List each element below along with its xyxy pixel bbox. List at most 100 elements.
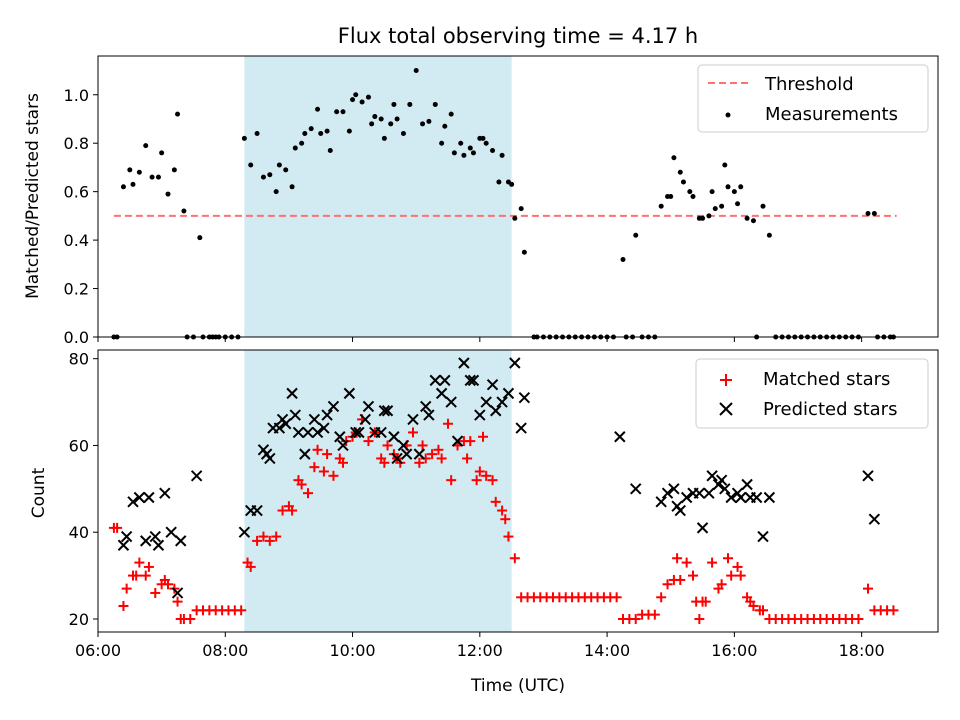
matched-star-marker [474,466,485,477]
predicted-star-marker [165,526,177,538]
highlight-span [244,56,512,337]
matched-star-marker [143,561,154,572]
predicted-star-marker [381,405,394,417]
matched-star-marker [322,449,333,460]
matched-star-marker [630,613,641,624]
measurement-point [155,174,161,180]
matched-star-marker [245,561,256,572]
chart-title: Flux total observing time = 4.17 h [338,24,698,48]
predicted-star-marker [286,387,298,400]
measurement-point [470,150,476,156]
measurement-point [175,111,181,117]
predicted-star-marker [474,409,486,421]
matched-star-marker [672,553,683,564]
matched-star-marker [140,570,151,581]
measurement-point [260,174,266,180]
measurement-point [680,179,686,185]
matched-star-marker [716,579,727,590]
x-axis-ticks: 06:00 08:00 10:00 12:00 14:00 16:00 18:00 [75,632,885,660]
matched-star-marker [436,453,447,464]
measurement-point [439,140,445,146]
measurement-point [127,167,133,173]
predicted-star-marker [127,496,139,508]
predicted-star-marker [140,535,152,547]
measurement-point [388,121,394,127]
legend-box [695,358,929,429]
matched-star-marker [611,592,622,603]
measurement-point [750,218,756,224]
y-axis-ticks: 20 40 60 80 [69,350,98,629]
measurement-point [318,131,324,137]
predicted-star-marker [143,491,155,504]
matched-star-marker [131,570,142,581]
matched-star-marker [662,579,673,590]
legend: Matched stars Predicted stars [695,358,929,429]
measurement-point [499,152,505,158]
measurement-points [111,68,896,340]
y-axis-label: Count [29,467,49,518]
predicted-star-marker [655,496,667,508]
predicted-star-marker [264,452,276,465]
matched-star-marker [688,570,698,581]
x-axis-ticks [97,337,863,342]
y-tick-label: 20 [69,610,89,629]
predicted-star-marker [238,526,251,538]
predicted-star-marker [696,522,709,534]
highlight-span [244,350,512,632]
predicted-star-marker [175,535,187,547]
predicted-star-marker [375,426,387,439]
legend-measurements-label: Measurements [765,104,898,125]
measurement-point [369,121,375,127]
measurement-point [359,99,365,105]
x-tick-label: 10:00 [329,641,375,660]
matched-star-marker [707,557,718,568]
matched-star-marker [490,496,501,507]
predicted-star-marker [757,530,769,543]
predicted-star-marker [388,431,400,443]
y-tick-label: 40 [69,523,89,542]
measurement-point [719,203,725,209]
predicted-star-marker [868,513,881,525]
matched-star-points [108,414,899,624]
measurement-point [289,184,295,190]
predicted-star-marker [292,426,305,439]
measurement-point [241,135,247,141]
measurement-point [334,109,340,115]
measurement-point [149,174,155,180]
measurement-point [668,194,674,199]
predicted-star-marker [719,483,731,495]
measurement-point [725,184,731,190]
matched-star-marker [471,475,482,486]
predicted-star-marker [509,357,521,369]
measurement-point [143,143,149,149]
predicted-star-marker [350,426,362,439]
measurement-point [248,162,254,168]
top-panel: Flux total observing time = 4.17 h 0.00.… [23,24,939,347]
plot-frame [97,55,939,338]
matched-star-marker [185,613,196,624]
legend-measurements-swatch [725,112,731,118]
predicted-star-marker [486,379,499,391]
matched-star-marker [735,570,746,581]
matched-star-marker [172,596,183,607]
predicted-star-marker [741,478,753,491]
predicted-star-marker [862,470,874,482]
measurement-point [159,150,165,156]
predicted-star-marker [400,448,413,460]
matched-star-marker [303,488,313,499]
matched-star-marker [427,449,438,460]
measurement-point [413,68,419,74]
measurement-point [426,118,432,124]
measurement-point [171,167,177,173]
measurement-point [181,208,187,214]
predicted-star-marker [668,483,680,495]
matched-star-marker [509,553,520,564]
matched-star-marker [134,557,145,568]
predicted-star-marker [321,409,333,421]
legend: Threshold Measurements [697,64,929,133]
measurement-point [712,206,718,212]
y-axis-ticks: 0.0 0.2 0.4 0.6 0.8 1.0 [64,86,98,347]
measurement-point [130,181,136,187]
legend-matched-swatch [720,374,732,386]
measurement-point [324,128,330,134]
